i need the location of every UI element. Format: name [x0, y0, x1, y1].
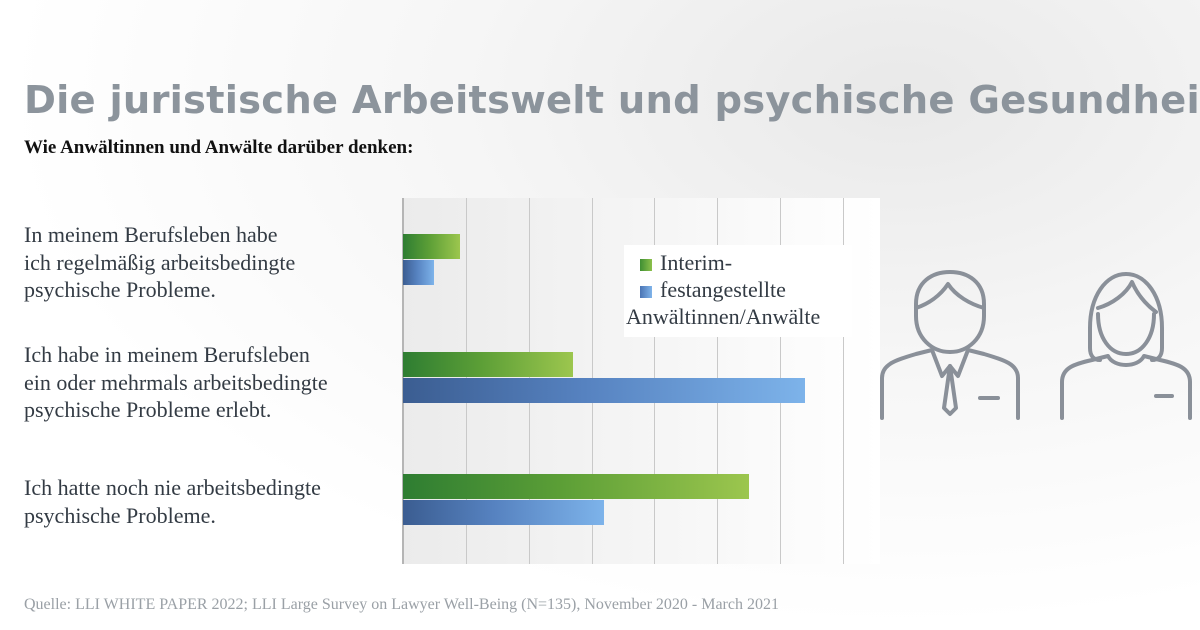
category-label-line: Ich hatte noch nie arbeitsbedingte [24, 475, 321, 500]
chart-legend: Interim- festangestellte Anwältinnen/Anw… [624, 245, 852, 337]
category-label-2: Ich habe in meinem Berufsleben ein oder m… [24, 341, 399, 424]
bar-permanent-1 [403, 260, 434, 285]
bar-interim-2 [403, 352, 573, 377]
gridline [843, 198, 844, 564]
category-label-line: Ich habe in meinem Berufsleben [24, 342, 310, 367]
category-label-line: psychische Probleme. [24, 502, 216, 528]
category-label-line: psychische Probleme. [24, 277, 216, 302]
category-label-1: In meinem Berufsleben habe ich regelmäßig… [24, 221, 399, 304]
bar-interim-3 [403, 474, 749, 499]
bar-permanent-2 [403, 378, 805, 403]
page-title: Die juristische Arbeitswelt und psychisc… [24, 78, 1200, 123]
page-subtitle: Wie Anwältinnen und Anwälte darüber denk… [24, 137, 414, 158]
category-label-line: psychische Probleme erlebt. [24, 397, 272, 422]
category-label-3: Ich hatte noch nie arbeitsbedingte psychi… [24, 474, 399, 529]
legend-label-line-3: Anwältinnen/Anwälte [626, 304, 821, 329]
legend-label-line-1: Interim- [660, 250, 733, 275]
lawyer-icons [880, 270, 1192, 420]
source-note: Quelle: LLI WHITE PAPER 2022; LLI Large … [24, 596, 779, 613]
legend-swatch-permanent [640, 286, 652, 298]
female-lawyer-icon [1060, 272, 1192, 420]
category-label-line: In meinem Berufsleben habe [24, 222, 278, 247]
bar-interim-1 [403, 234, 460, 259]
legend-swatch-interim [640, 259, 652, 271]
category-label-line: ich regelmäßig arbeitsbedingte [24, 249, 296, 275]
category-label-line: ein oder mehrmals arbeitsbedingte [24, 369, 328, 395]
bar-permanent-3 [403, 500, 604, 525]
male-lawyer-icon [880, 270, 1020, 420]
legend-label-line-2: festangestellte [660, 277, 786, 302]
